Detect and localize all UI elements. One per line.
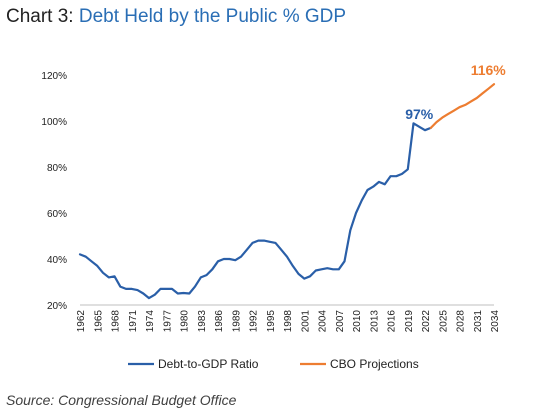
x-tick-label: 2028 — [456, 310, 467, 333]
x-tick-label: 2001 — [300, 310, 311, 333]
x-tick-label: 1992 — [249, 310, 260, 333]
y-tick-label: 60% — [47, 209, 67, 220]
chart-number: Chart 3: — [6, 6, 74, 27]
source-note: Source: Congressional Budget Office — [6, 392, 237, 408]
y-tick-label: 40% — [47, 255, 67, 266]
y-tick-label: 80% — [47, 163, 67, 174]
data-labels: 97% 116% — [405, 62, 506, 122]
x-tick-label: 1989 — [231, 310, 242, 333]
data-label: 97% — [405, 106, 434, 122]
series-line — [78, 122, 432, 300]
x-tick-label: 1986 — [214, 310, 225, 333]
x-tick-label: 1965 — [93, 310, 104, 333]
x-tick-label: 2025 — [438, 310, 449, 333]
x-tick-label: 1977 — [162, 310, 173, 333]
x-tick-label: 2007 — [335, 310, 346, 333]
data-label: 116% — [471, 62, 507, 78]
x-tick-label: 1974 — [145, 310, 156, 333]
y-tick-label: 120% — [41, 71, 67, 82]
x-tick-label: 1980 — [180, 310, 191, 333]
x-tick-label: 2010 — [352, 310, 363, 333]
y-tick-label: 100% — [41, 117, 67, 128]
x-tick-label: 1983 — [197, 310, 208, 333]
x-tick-label: 1998 — [283, 310, 294, 333]
x-axis: 1962 1965 1968 1971 1974 1977 1980 1983 1986 1989… — [76, 304, 501, 333]
x-tick-label: 2019 — [404, 310, 415, 333]
x-tick-label: 2004 — [318, 310, 329, 333]
y-axis: 20% 40% 60% 80% 100% 120% — [41, 71, 67, 312]
debt-chart: 20% 40% 60% 80% 100% 120% 1962 1965 1968 1971 197… — [41, 62, 506, 371]
legend: Debt-to-GDP Ratio CBO Projections — [128, 357, 419, 371]
x-tick-label: 1971 — [128, 310, 139, 333]
x-tick-label: 2031 — [473, 310, 484, 333]
series-lines — [78, 83, 496, 300]
x-tick-label: 2013 — [369, 310, 380, 333]
chart-title: Chart 3: Debt Held by the Public % GDP — [6, 6, 346, 28]
x-tick-label: 2022 — [421, 310, 432, 333]
x-tick-label: 2034 — [490, 310, 501, 333]
x-tick-label: 1968 — [111, 310, 122, 333]
x-tick-label: 1995 — [266, 310, 277, 333]
x-tick-label: 1962 — [76, 310, 87, 333]
legend-label: CBO Projections — [330, 357, 419, 371]
x-tick-label: 2016 — [387, 310, 398, 333]
legend-label: Debt-to-GDP Ratio — [158, 357, 259, 371]
chart-heading: Debt Held by the Public % GDP — [78, 6, 347, 27]
y-tick-label: 20% — [47, 301, 67, 312]
series-line — [429, 83, 496, 130]
